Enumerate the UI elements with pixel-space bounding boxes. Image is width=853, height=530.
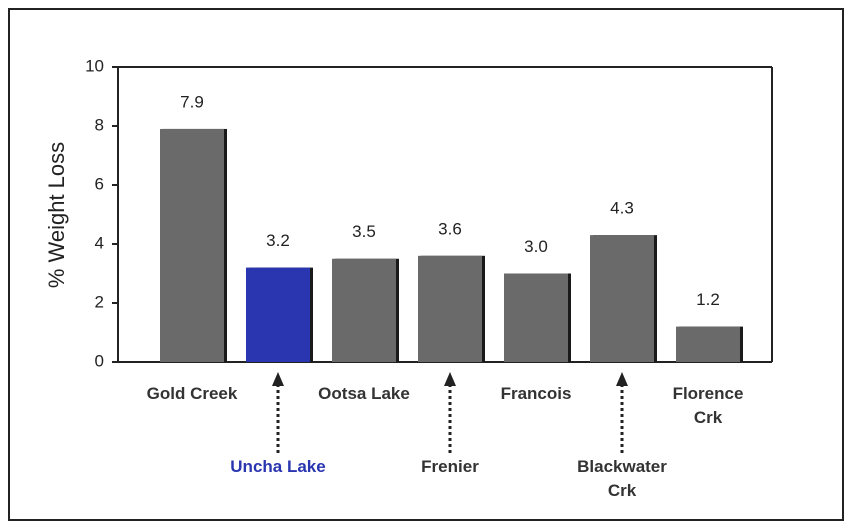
x-tick-label: Francois <box>500 384 572 403</box>
y-axis-label: % Weight Loss <box>44 142 69 288</box>
x-tick-label: Frenier <box>421 457 479 476</box>
bar <box>246 267 310 362</box>
pointer-arrowhead <box>272 372 284 386</box>
value-label: 3.6 <box>438 219 462 238</box>
value-label: 3.5 <box>352 222 376 241</box>
value-label: 3.0 <box>524 237 548 256</box>
y-tick-label: 8 <box>95 115 104 134</box>
y-tick-label: 0 <box>95 351 104 370</box>
pointer-arrowhead <box>444 372 456 386</box>
value-label: 4.3 <box>610 199 634 218</box>
x-tick-label: Florence Crk <box>672 384 744 427</box>
y-tick-label: 10 <box>85 56 104 75</box>
x-tick-label: Uncha Lake <box>230 457 326 476</box>
value-label: 1.2 <box>696 290 720 309</box>
x-tick-label: Gold Creek <box>146 384 238 403</box>
frame <box>8 8 844 521</box>
y-tick-label: 4 <box>95 233 104 252</box>
y-tick-label: 6 <box>95 174 104 193</box>
x-tick-label: Blackwater Crk <box>577 457 667 500</box>
y-tick-label: 2 <box>95 292 104 311</box>
x-tick-label: Ootsa Lake <box>318 384 410 403</box>
value-label: 3.2 <box>266 231 290 250</box>
bar <box>160 128 224 362</box>
bar <box>332 258 396 362</box>
value-label: 7.9 <box>180 92 204 111</box>
bar <box>418 255 482 362</box>
bar <box>504 273 568 362</box>
bar <box>676 326 740 362</box>
bar <box>590 235 654 362</box>
pointer-arrowhead <box>616 372 628 386</box>
